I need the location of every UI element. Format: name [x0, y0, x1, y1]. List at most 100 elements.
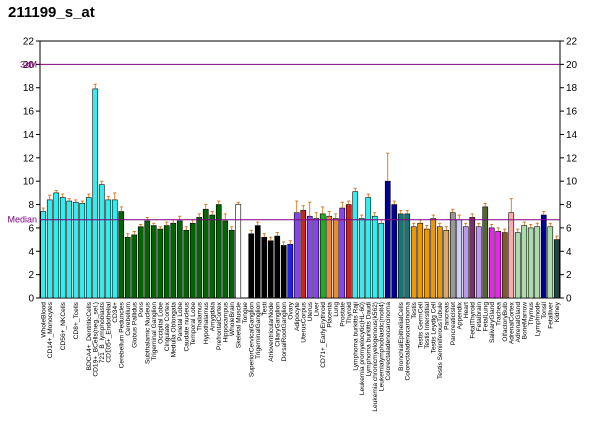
x-tick-label-63: PancreaticIslet [450, 302, 457, 345]
bar-27 [215, 204, 222, 299]
bar-8 [92, 88, 99, 299]
x-tick-label-58: Testis GermCell [417, 301, 424, 348]
x-tick-label-29: WholeBrain [229, 302, 236, 336]
bar-52 [378, 222, 385, 299]
bar-6 [79, 203, 86, 299]
y-tick-label-right-0: 0 [566, 294, 572, 305]
x-tick-label-76: Lymphnode [534, 302, 541, 337]
x-tick-label-28: Hippocampus [222, 301, 229, 342]
x-tick-label-59: Testis Interstitial [424, 301, 431, 348]
x-tick-label-14: Globus Pallidus [131, 301, 138, 348]
x-tick-label-37: DorsalRootGanglion [281, 302, 288, 362]
x-tick-label-43: CD71+_EarlyErythroid [320, 302, 327, 368]
bar-53 [384, 180, 391, 299]
x-tick-label-10: CD105+_Endothelial [105, 301, 112, 362]
bar-70 [495, 231, 502, 299]
y-tick-label-right-7: 14 [566, 130, 578, 141]
y-tick-label-left-11: 22 [23, 37, 35, 48]
x-tick-label-31: Tongue [242, 302, 249, 324]
bar-15 [137, 226, 144, 299]
bar-79 [553, 239, 560, 299]
y-tick-label-right-11: 22 [566, 37, 578, 48]
x-tick-label-7: BDCA4+_DentriticCells [86, 301, 93, 370]
y-tick-label-right-8: 16 [566, 107, 578, 118]
x-tick-label-68: FetalLung [482, 302, 489, 332]
x-tick-label-49: Leukemia promyelocytic(HL-60) [359, 302, 366, 395]
bar-3 [59, 197, 66, 299]
x-tick-label-9: 721_B_lymphoblasts [99, 301, 106, 363]
x-tick-label-65: Heart [463, 302, 470, 318]
x-tick-label-39: Adipocyte [294, 302, 301, 331]
y-tick-label-left-8: 16 [23, 107, 35, 118]
x-tick-label-38: Ovary [287, 301, 294, 319]
x-tick-label-51: Leukemia chronicmyelogenous(k562) [372, 302, 379, 412]
bar-41 [306, 215, 313, 299]
bar-38 [287, 243, 294, 299]
x-tick-label-78: Fetalliver [547, 301, 554, 329]
x-tick-label-1: CD14+_Monocytes [47, 301, 54, 358]
x-tick-label-13: Cerebellum [125, 301, 132, 335]
bar-54 [391, 204, 398, 299]
x-tick-label-66: FetalThyroid [469, 302, 476, 339]
x-tick-label-20: Medulla Oblongata [170, 302, 177, 358]
bar-2 [53, 192, 60, 299]
bar-5 [72, 201, 79, 299]
bar-51 [371, 215, 378, 299]
x-tick-label-11: CD34+ [112, 302, 119, 323]
bar-23 [189, 222, 196, 299]
x-tick-label-44: Placenta [326, 302, 333, 328]
x-tick-label-40: UterusCorpus [300, 301, 307, 342]
bar-47 [345, 204, 352, 299]
x-tick-label-15: Pons [138, 301, 145, 317]
x-tick-label-79: Kidney [554, 301, 561, 322]
bar-30 [235, 204, 242, 299]
y-tick-label-left-3: 6 [28, 223, 34, 234]
y-tick-label-left-2: 4 [28, 247, 34, 258]
x-tick-label-47: Thyroid [346, 302, 353, 324]
bar-43 [319, 213, 326, 299]
chart-title: 211199_s_at [8, 4, 95, 21]
bar-37 [280, 245, 287, 299]
y-tick-label-left-1: 2 [28, 270, 34, 281]
y-tick-label-right-3: 6 [566, 223, 572, 234]
x-tick-label-8: CD19+_BCells(neg._sel.) [92, 302, 99, 377]
x-tick-label-46: Prostate [339, 302, 346, 327]
x-tick-label-71: OlfactoryBulb [502, 302, 509, 342]
bar-71 [501, 232, 508, 299]
x-tick-label-24: Thalamus [196, 301, 203, 331]
x-tick-label-69: SalivaryGland [489, 302, 496, 343]
bar-20 [170, 222, 177, 299]
bar-32 [248, 233, 255, 299]
bar-14 [131, 234, 138, 299]
x-tick-label-25: Hypothalamus [203, 301, 210, 344]
x-tick-label-52: Leukemialymphoblastic(molt4) [378, 302, 385, 391]
y-tick-label-right-4: 8 [566, 200, 572, 211]
bar-28 [222, 220, 229, 299]
bar-45 [332, 218, 339, 299]
plot-frame [39, 40, 561, 299]
bar-13 [124, 236, 131, 299]
bar-69 [488, 227, 495, 299]
x-tick-label-50: Lymphoma burkitts Daudi [365, 301, 372, 376]
bar-9 [98, 184, 105, 299]
bar-22 [183, 229, 190, 299]
bar-66 [469, 217, 476, 299]
x-tick-label-70: Trachea [495, 302, 502, 326]
x-tick-label-48: Lymphoma burkitts Raji [352, 301, 359, 370]
x-tick-label-57: Testis [411, 301, 418, 319]
x-tick-label-56: Colorectaladenocarcinoma [404, 302, 411, 381]
x-tick-label-55: BronchialEpithelialCells [398, 301, 405, 371]
x-tick-label-62: Pancreas [443, 301, 450, 330]
x-tick-label-36: CiliaryGanglion [274, 302, 281, 347]
y-tick-label-right-2: 4 [566, 247, 572, 258]
x-tick-label-21: Parietal Lobe [177, 302, 184, 341]
bar-58 [417, 222, 424, 299]
x-tick-label-19: Cingulate Cortex [164, 301, 171, 351]
bar-17 [150, 225, 157, 299]
bar-78 [547, 226, 554, 299]
x-tick-label-67: Fetalbrain [476, 302, 483, 332]
bar-46 [339, 207, 346, 299]
bar-18 [157, 228, 164, 299]
reference-label-1: Median [7, 215, 37, 225]
